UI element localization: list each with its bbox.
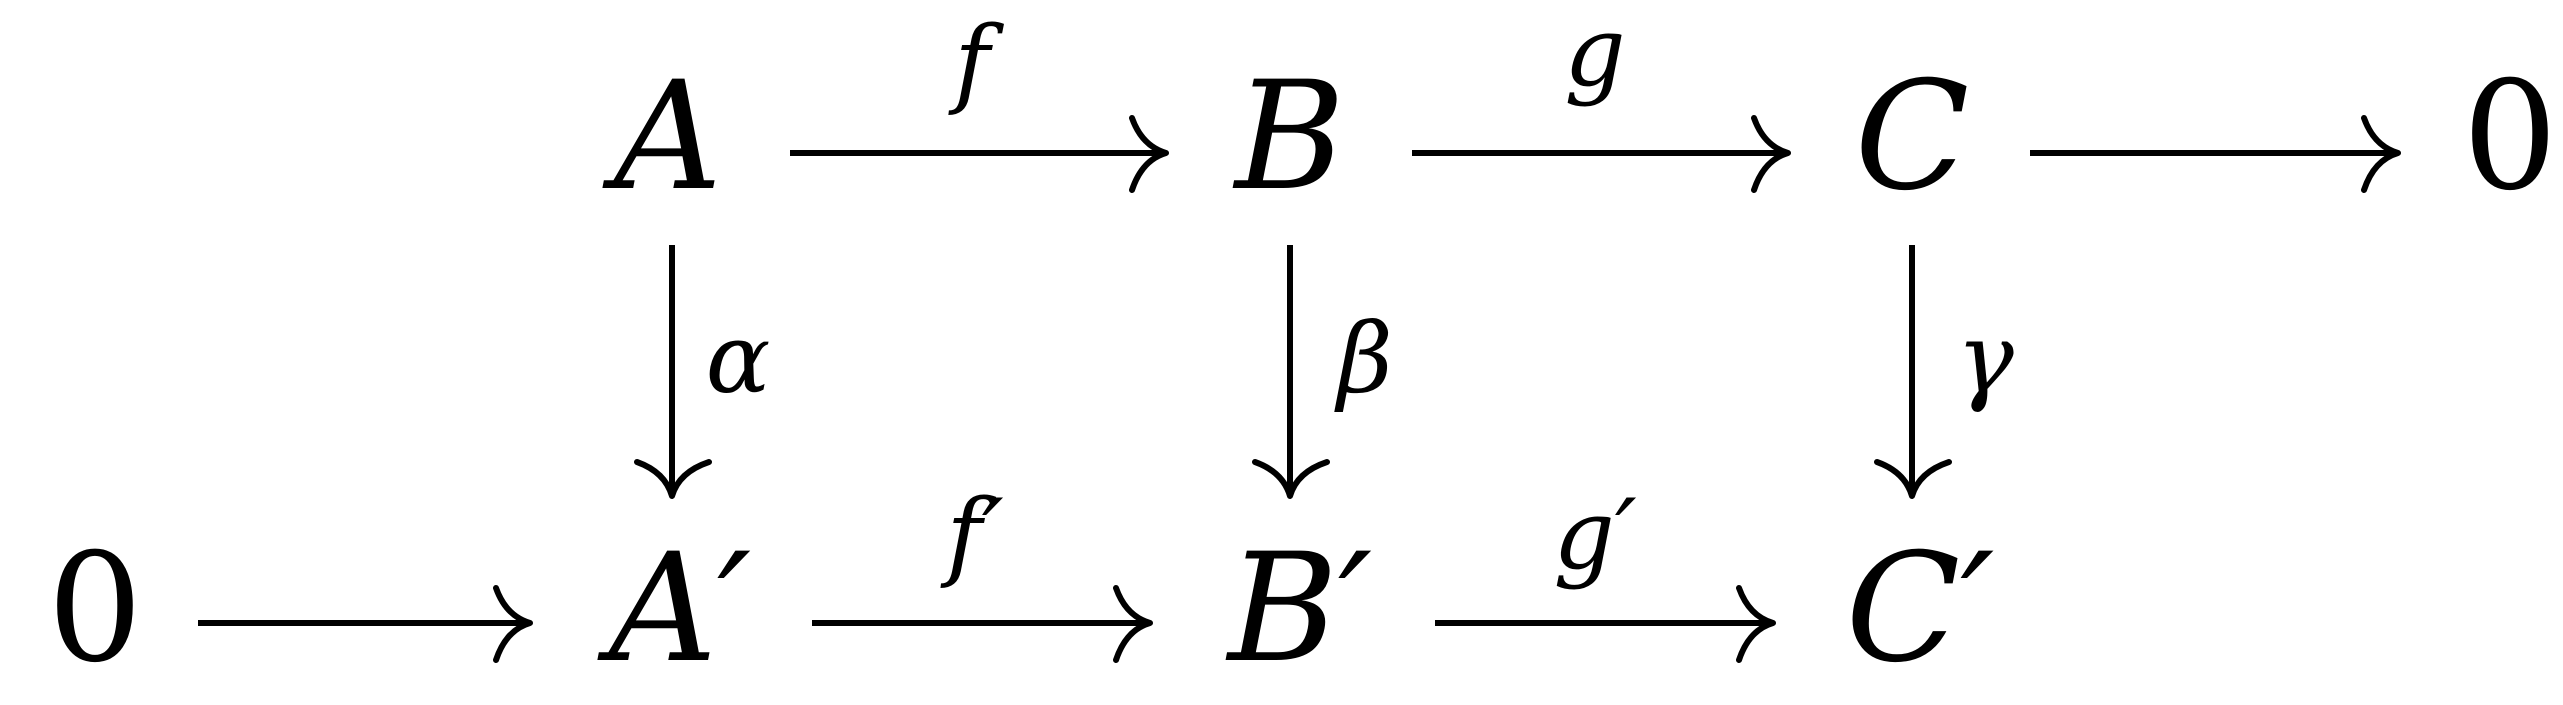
node-zero-top: 0: [2462, 50, 2557, 224]
node-A: A: [602, 50, 722, 224]
arrow-g-prime: [1435, 585, 1776, 663]
node-B: B: [1232, 50, 1345, 224]
label-f: f: [948, 6, 1004, 118]
node-A-prime: A′: [597, 522, 751, 696]
arrow-g: [1412, 115, 1791, 193]
node-C-prime: C′: [1846, 522, 1995, 696]
node-zero-bottom: 0: [47, 522, 142, 696]
label-g: g: [1564, 0, 1625, 108]
node-B-prime: B′: [1225, 522, 1372, 696]
arrow-f-prime: [812, 585, 1153, 663]
arrow-alpha: [634, 245, 712, 499]
label-beta: β: [1334, 303, 1393, 415]
arrow-gamma: [1874, 245, 1952, 499]
label-alpha: α: [706, 303, 771, 415]
arrow-beta: [1252, 245, 1330, 499]
arrow-c-to-zero: [2030, 115, 2401, 193]
arrow-zero-to-a-prime: [198, 585, 533, 663]
node-C: C: [1855, 50, 1970, 224]
arrow-f: [790, 115, 1169, 193]
label-f-prime: f′: [940, 479, 1004, 591]
label-gamma: γ: [1956, 303, 2014, 415]
label-g-prime: g′: [1553, 479, 1636, 591]
